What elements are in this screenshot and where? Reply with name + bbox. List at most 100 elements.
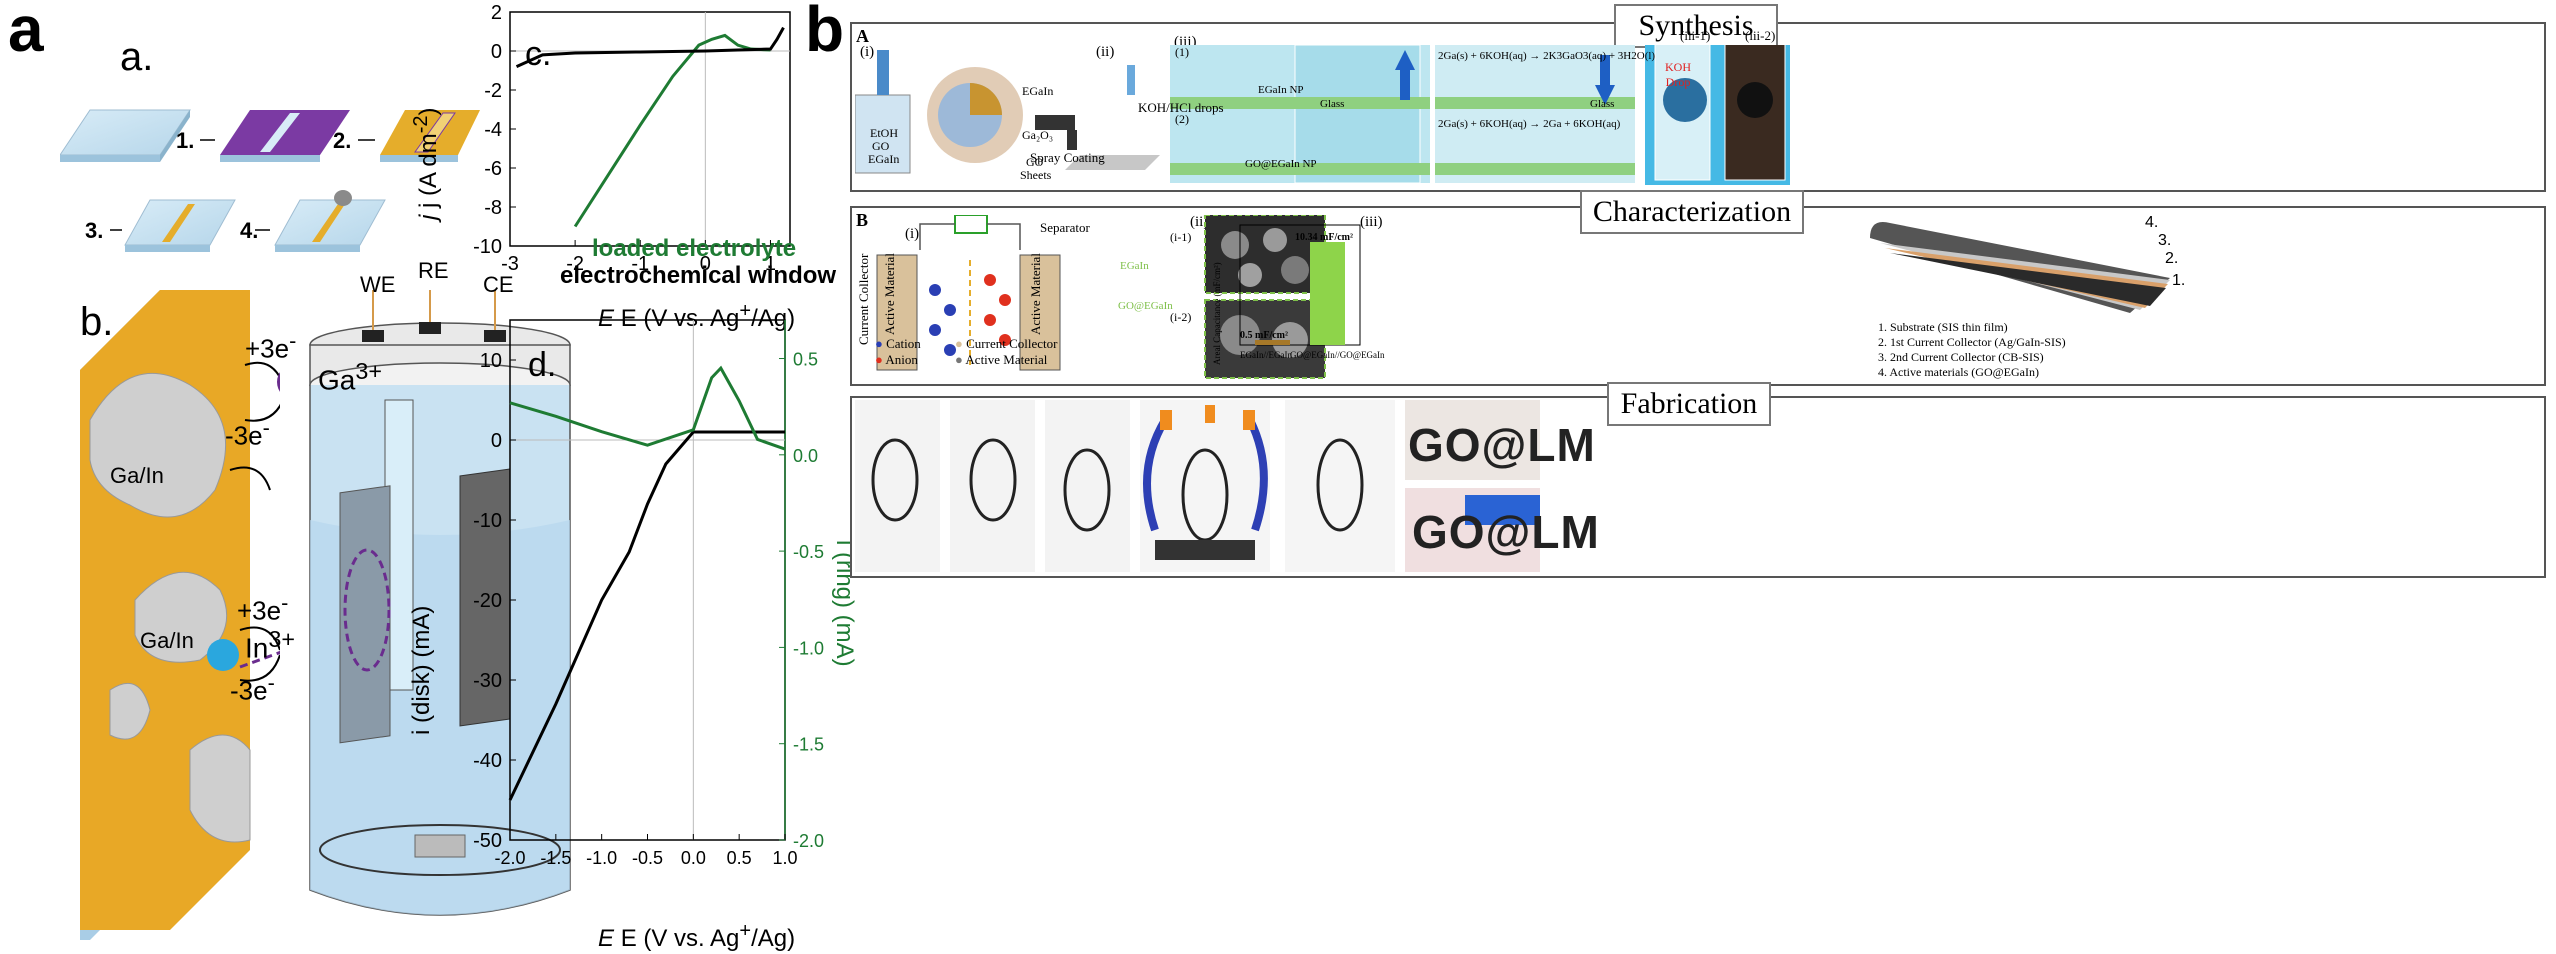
active-material-left: Active Material: [882, 253, 897, 335]
current-collector-vertical: Current Collector: [856, 253, 871, 345]
bar-value-go: 10.34 mF/cm²: [1295, 232, 1353, 243]
chart-d-x-tick-label: -1.0: [586, 848, 617, 868]
chart-d-series-1: [509, 365, 786, 451]
chart-c-x-tick-label: -2: [566, 253, 584, 275]
fabrication-photos: [855, 400, 1540, 572]
plus-electrons-ga: +3e-: [245, 328, 297, 364]
step-label-3: 3.: [85, 218, 104, 243]
layer-list-2: 2. 1st Current Collector (Ag/GaIn-SIS): [1878, 335, 2066, 349]
chart-c-legend-loaded: loaded electrolyte: [592, 235, 797, 262]
photo-text-2: GO@LM: [1412, 506, 1600, 558]
glass-label-2: Glass: [1590, 98, 1615, 110]
schematic-b-label: b.: [80, 300, 114, 344]
bar-ylabel: Areal Capacitance (mF/cm²): [1212, 262, 1222, 365]
egain-tag: EGaIn: [1120, 260, 1149, 272]
chart-d-y-right-tick-label: -1.5: [793, 735, 824, 755]
chart-d-y-right-tick-label: -1.0: [793, 638, 824, 658]
particle-label-go: GO: [1026, 155, 1044, 169]
chart-c-y-tick-label: 0: [491, 41, 502, 63]
chart-d-y-left-tick-label: 10: [480, 350, 502, 372]
electrode-ce-label: CE: [483, 272, 514, 297]
iii-2-label: (iii-2): [1745, 28, 1776, 43]
layer-stack-illustration: [1870, 222, 2170, 313]
chart-d: -2.0 -1.5 -1.0 -0.5 0.0 0.5 1.0 10 0 -10 -20 -30 -40…: [473, 319, 824, 868]
areal-capacitance-chart: [1239, 224, 1361, 346]
ga-in-label-bottom: Ga/In: [140, 628, 194, 653]
sem-label-2: (i-2): [1170, 310, 1192, 324]
chart-c-y-tick-label: -2: [484, 80, 502, 102]
chart-d-y-left-tick-label: -20: [473, 590, 502, 612]
characterization-tag: B: [856, 210, 869, 230]
bar-category-2: GO@EGaIn//GO@EGaIn: [1290, 350, 1385, 360]
chart-c-y-tick-label: -8: [484, 197, 502, 219]
minus-electrons-ga: -3e-: [225, 415, 270, 451]
koh-drop-label: KOH Drop: [1665, 60, 1691, 89]
layer-number-2: 2.: [2165, 250, 2179, 267]
supercapacitor-illustration: [876, 215, 1326, 379]
step-label-2: 2.: [333, 128, 352, 153]
chart-c-label: c.: [525, 35, 552, 73]
chart-d-label: d.: [528, 346, 557, 384]
dissolution-schematic: [80, 290, 571, 940]
reaction-2: 2Ga(s) + 6KOH(aq) → 2Ga + 6KOH(aq): [1438, 118, 1621, 130]
characterization-box: [850, 206, 2546, 386]
beaker-line-2: GO: [872, 139, 890, 153]
characterization-title: Characterization: [1580, 190, 1804, 234]
beaker-line-1: EtOH: [870, 126, 898, 140]
bar-category-1: EGaIn//EGaIn: [1240, 350, 1292, 360]
chart-c-y-tick-label: 2: [491, 2, 502, 24]
chart-d-series-0: [508, 430, 785, 801]
chart-d-x-tick-label: 0.5: [727, 848, 752, 868]
np-label-go-egain: GO@EGaIn NP: [1245, 158, 1317, 170]
step-label-1: 1.: [176, 128, 195, 153]
fabrication-box: [850, 396, 2546, 578]
ga-ion-label: Ga3+: [318, 358, 382, 396]
minus-electrons-in: -3e-: [230, 670, 275, 706]
chart-c-ylabel: j j (A dm-2): [410, 107, 442, 221]
photo-text-1: GO@LM: [1408, 419, 1596, 471]
synthesis-ii-label: (ii): [1096, 44, 1115, 60]
chart-d-y-left-tick-label: -10: [473, 510, 502, 532]
characterization-ii-label: (ii): [1190, 214, 1209, 230]
iii-1-label: (iii-1): [1680, 28, 1711, 43]
fabrication-title: Fabrication: [1607, 382, 1771, 426]
electrode-we-label: WE: [360, 272, 396, 297]
chart-c-series-0: [573, 33, 771, 228]
synthesis-illustration: [855, 45, 1790, 185]
chart-c-legend-window: electrochemical window: [560, 262, 837, 289]
chart-d-x-tick-label: -0.5: [632, 848, 663, 868]
ga-in-label-top: Ga/In: [110, 463, 164, 488]
layer-list-4: 4. Active materials (GO@EGaIn): [1878, 365, 2039, 379]
chart-d-y-left-tick-label: -50: [473, 830, 502, 852]
layer-list-1: 1. Substrate (SIS thin film): [1878, 320, 2008, 334]
chart-d-x-tick-label: -2.0: [494, 848, 525, 868]
bar-egain: [1255, 340, 1290, 345]
separator-label: Separator: [1040, 220, 1090, 235]
particle-label-ga2o3: Ga₂O₃: [1022, 128, 1054, 142]
layer-number-1: 1.: [2172, 272, 2186, 289]
bar-value-egain: 0.5 mF/cm²: [1240, 330, 1288, 341]
row-label-2: (2): [1175, 112, 1189, 126]
chart-c-y-tick-label: -4: [484, 119, 502, 141]
chart-d-y-left-tick-label: -40: [473, 750, 502, 772]
legend-active-material: ● Active Material: [955, 352, 1048, 367]
panel-letter-b: b: [805, 0, 845, 65]
row-label-1: (1): [1175, 45, 1189, 59]
glass-label-1: Glass: [1320, 98, 1345, 110]
sem-label-1: (i-1): [1170, 230, 1192, 244]
chart-d-x-tick-label: 1.0: [772, 848, 797, 868]
chart-c-xlabel: E E (V vs. Ag+/Ag): [598, 300, 796, 332]
layer-list-3: 3. 2nd Current Collector (CB-SIS): [1878, 350, 2044, 364]
chart-d-y-right-tick-label: -2.0: [793, 831, 824, 851]
chart-d-x-tick-label: -1.5: [540, 848, 571, 868]
chart-c: -3 -2 -1 0 120-2-4-6-8-10: [473, 2, 791, 275]
legend-current-collector: ● Current Collector: [955, 336, 1058, 351]
in-ion-label: In3+: [245, 626, 295, 664]
np-label-egain: EGaIn NP: [1258, 84, 1304, 96]
chart-c-y-tick-label: -10: [473, 236, 502, 258]
panel-letter-a: a: [8, 0, 44, 65]
chart-d-y-right-tick-label: -0.5: [793, 542, 824, 562]
chart-d-y-right-tick-label: 0.5: [793, 350, 818, 370]
chart-d-ylabel-left: i (disk) (mA): [408, 605, 435, 735]
schematic-a-label: a.: [120, 35, 154, 79]
